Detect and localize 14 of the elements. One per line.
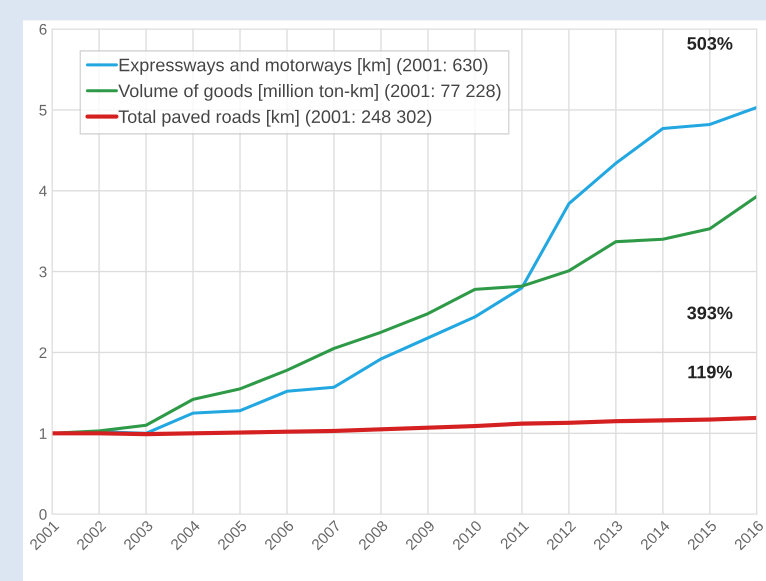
y-tick-label: 5	[39, 104, 47, 116]
annotation: 503%	[687, 37, 732, 50]
y-tick-label: 4	[39, 186, 47, 196]
y-tick-label: 0	[39, 509, 47, 520]
annotation: 393%	[687, 306, 732, 320]
legend-label: Total paved roads [km] (2001: 248 302)	[118, 110, 432, 127]
y-tick-label: 3	[39, 266, 47, 278]
annotation: 119%	[688, 366, 732, 378]
line-series	[52, 416, 757, 436]
legend-label: Expressways and motorways [km] (2001: 630)	[120, 58, 488, 75]
y-tick-label: 1	[40, 428, 46, 439]
legend-label: Volume of goods [million ton-km] (2001: 77 228)	[118, 84, 500, 101]
y-tick-label: 2	[40, 347, 46, 358]
y-tick-label: 6	[40, 24, 47, 35]
